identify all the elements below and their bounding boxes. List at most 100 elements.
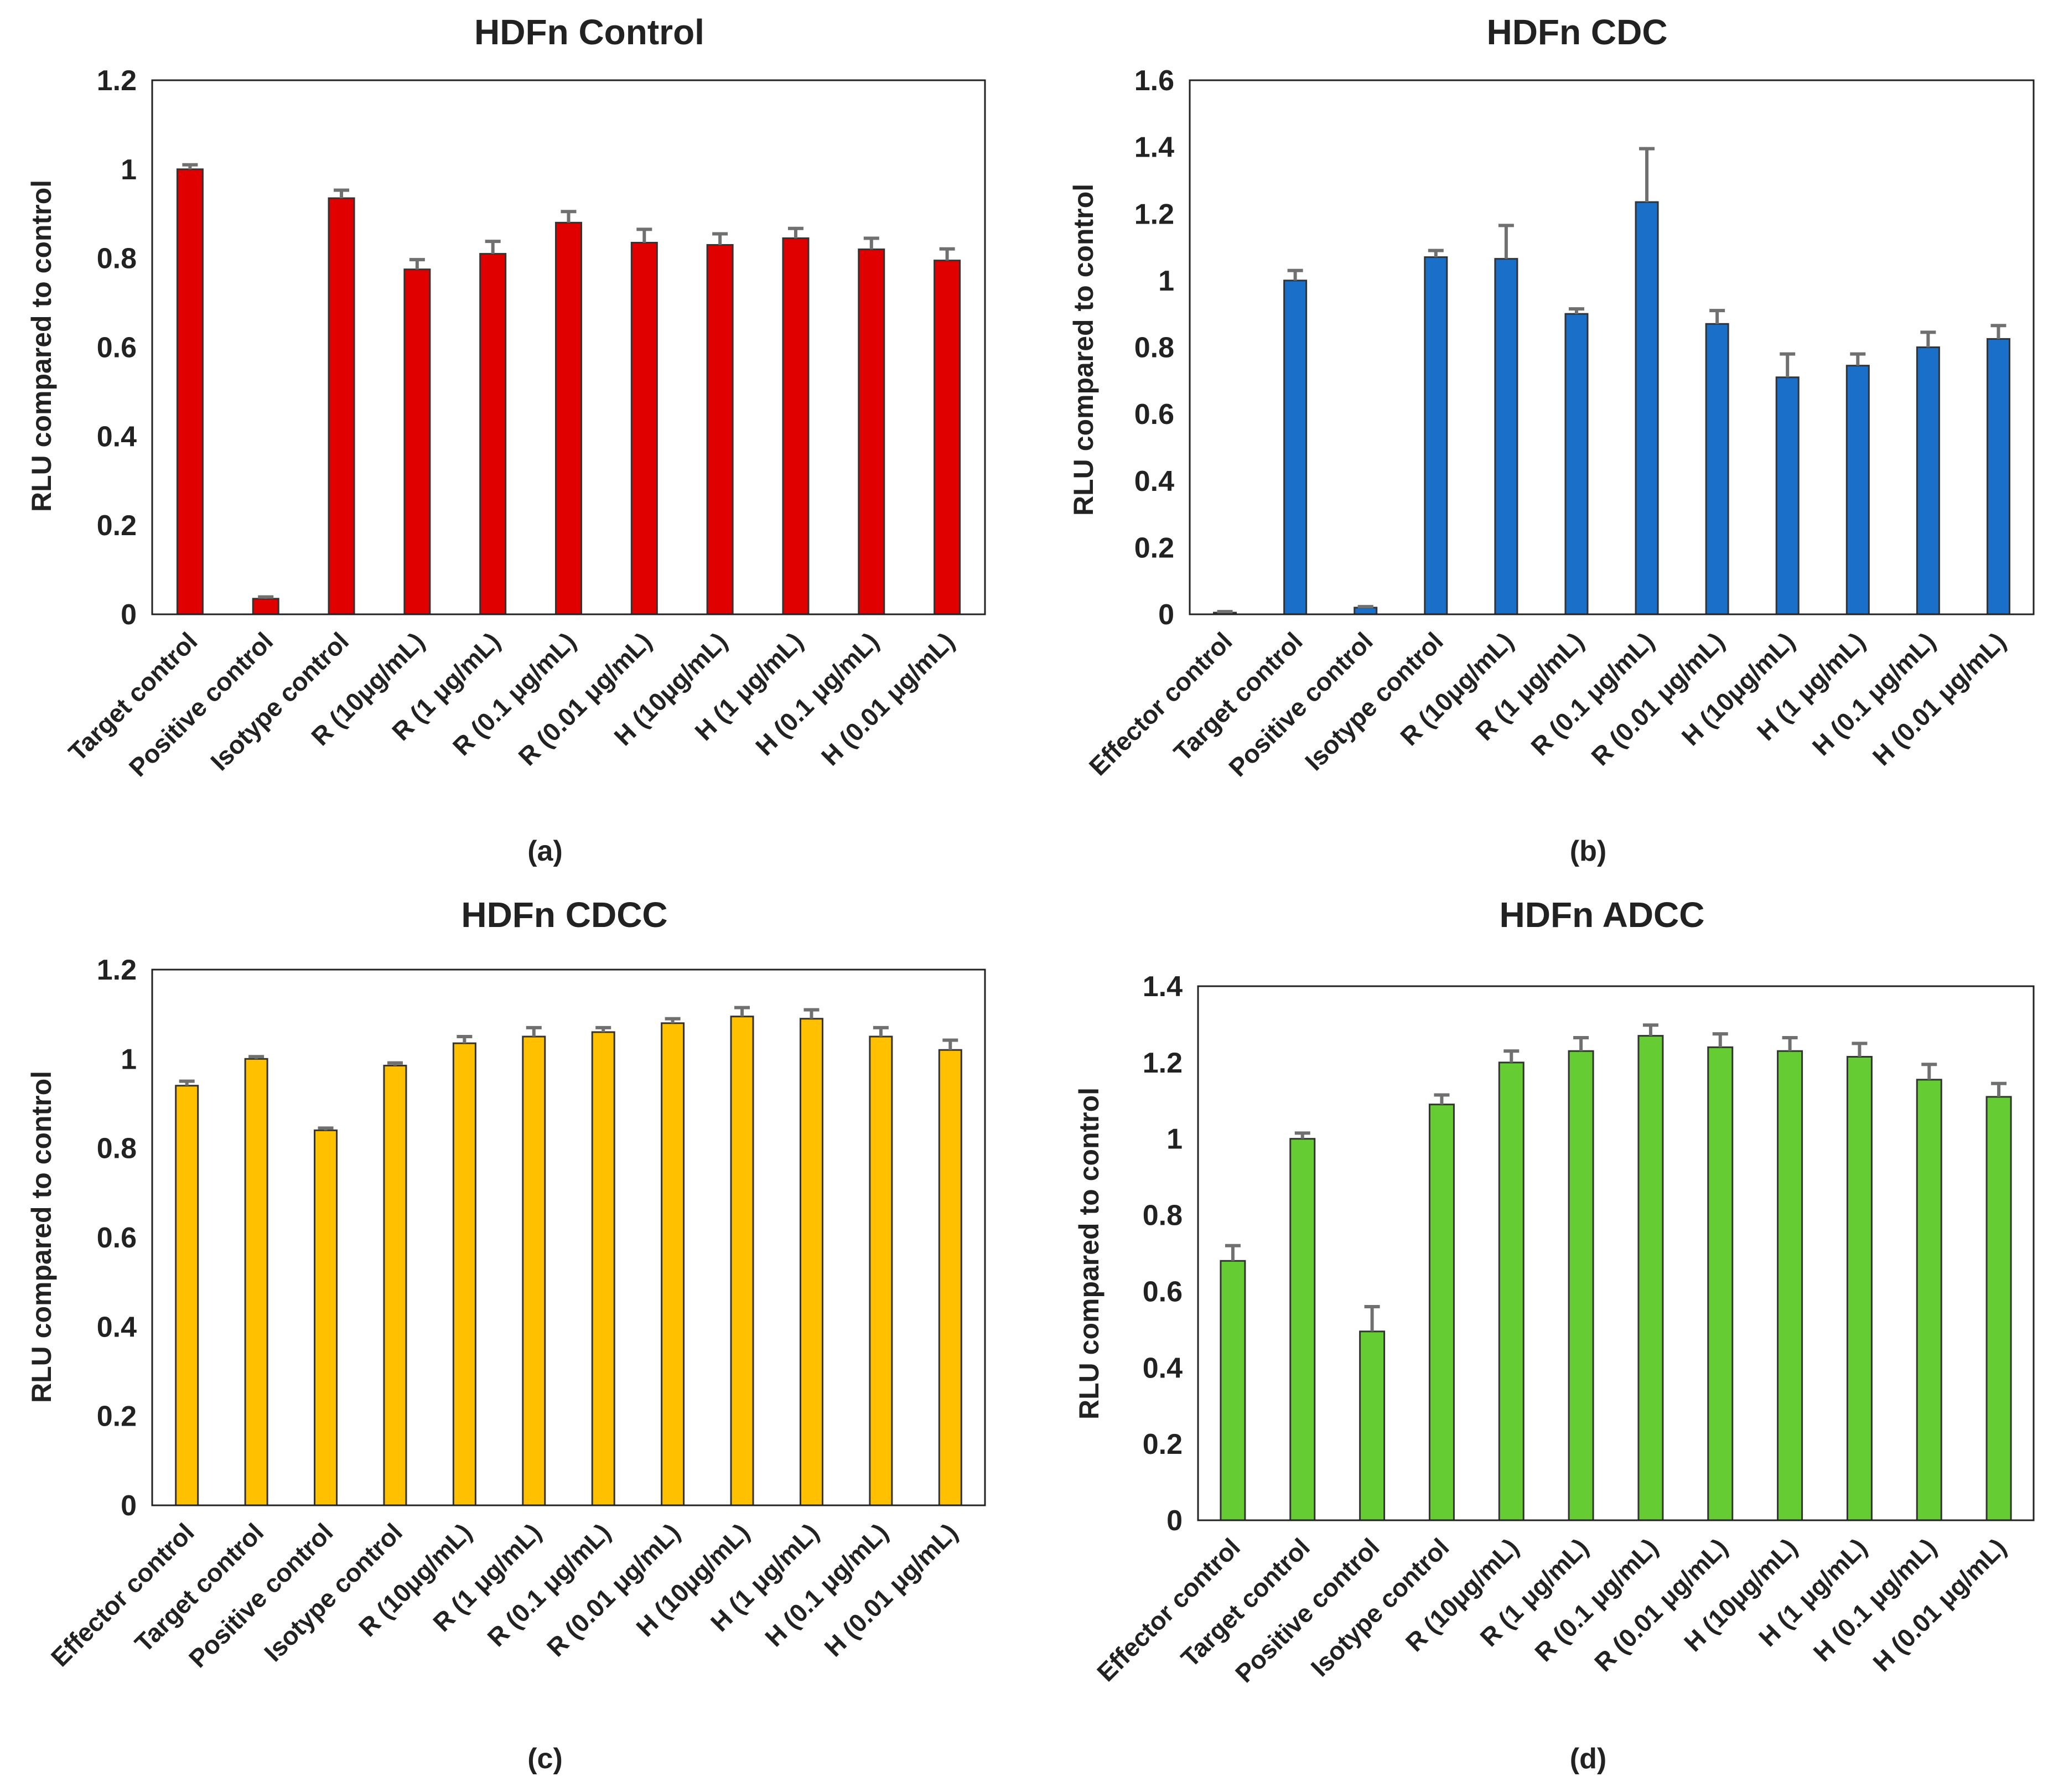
y-tick-label: 0.2	[1143, 1428, 1183, 1460]
chart-title-d: HDFn ADCC	[1500, 895, 1705, 935]
bar	[328, 197, 355, 615]
bar	[1564, 313, 1589, 615]
plot-frame-b	[1189, 79, 2035, 615]
bar	[1494, 258, 1518, 615]
y-ticks-d: 0 0.2 0.4 0.6 0.8 1 1.2 1.4	[1143, 971, 1183, 1537]
plot-frame-c	[151, 968, 986, 1506]
panel-caption-c: (c)	[527, 1743, 563, 1775]
bar	[591, 1031, 615, 1506]
bar	[630, 242, 658, 615]
y-axis-label-b: RLU compared to control	[1068, 184, 1099, 516]
y-tick-label: 0.6	[97, 1222, 137, 1254]
y-tick-label: 0.2	[1134, 532, 1174, 564]
y-tick-label: 0.8	[97, 1133, 137, 1165]
bar	[1775, 376, 1800, 615]
bar	[730, 1016, 754, 1506]
y-ticks-a: 0 0.2 0.4 0.6 0.8 1 1.2	[97, 65, 137, 631]
chart-title-c: HDFn CDCC	[461, 895, 667, 935]
y-tick-label: 0.8	[97, 243, 137, 275]
bar	[1428, 1104, 1455, 1521]
chart-title-b: HDFn CDC	[1486, 12, 1667, 52]
bar	[1635, 201, 1659, 615]
y-tick-label: 1.2	[1134, 198, 1174, 230]
category-label: Target control	[63, 626, 203, 766]
y-tick-label: 0.8	[1143, 1200, 1183, 1232]
bar	[1498, 1061, 1525, 1521]
bar	[383, 1064, 407, 1506]
bar	[403, 268, 431, 615]
bar	[934, 260, 961, 615]
bar	[869, 1035, 893, 1506]
plot-frame-a	[151, 79, 986, 615]
y-tick-label: 1.4	[1134, 132, 1174, 164]
bars-c	[175, 1006, 962, 1506]
category-label: Target control	[1168, 626, 1308, 766]
bar	[858, 248, 885, 615]
bar	[314, 1129, 338, 1506]
y-tick-label: 0.4	[97, 1311, 137, 1343]
bar	[782, 237, 810, 615]
bar	[1289, 1138, 1316, 1521]
bar	[1354, 607, 1378, 615]
y-tick-label: 0.8	[1134, 332, 1174, 364]
y-tick-label: 1.6	[1134, 65, 1174, 97]
bar	[1986, 338, 2010, 615]
bar	[1424, 256, 1448, 615]
y-tick-label: 0.4	[1134, 465, 1174, 498]
bar	[1916, 346, 1940, 615]
bar	[1220, 1260, 1246, 1521]
y-axis-label-c: RLU compared to control	[26, 1071, 57, 1403]
bar	[252, 598, 279, 615]
y-tick-label: 1	[1158, 265, 1174, 297]
bar	[176, 168, 204, 615]
y-axis-label-a: RLU compared to control	[26, 180, 57, 512]
panel-caption-d: (d)	[1570, 1743, 1606, 1775]
category-label: R (0.1 μg/mL)	[1525, 626, 1660, 761]
bar	[555, 221, 582, 615]
category-label: R (0.01 μg/mL)	[512, 626, 657, 771]
y-tick-label: 0.2	[97, 1401, 137, 1433]
category-label: Isotype control	[205, 626, 354, 776]
category-label: Positive control	[123, 626, 279, 782]
bar	[522, 1035, 546, 1506]
bar	[1916, 1079, 1942, 1521]
chart-title-a: HDFn Control	[474, 12, 704, 52]
y-tick-label: 0	[121, 599, 137, 631]
bars-d	[1220, 1023, 2012, 1521]
chart-panel-a: HDFn Control RLU compared to control 0 0.…	[26, 12, 986, 867]
bar	[1283, 279, 1308, 615]
y-tick-label: 1	[1166, 1123, 1183, 1156]
bar	[1846, 1056, 1873, 1521]
bar	[479, 253, 507, 615]
y-tick-label: 0.6	[97, 332, 137, 364]
y-ticks-c: 0 0.2 0.4 0.6 0.8 1 1.2	[97, 954, 137, 1522]
bar	[1985, 1096, 2012, 1521]
y-tick-label: 1.4	[1143, 971, 1183, 1003]
category-label: H (0.1 μg/mL)	[759, 1517, 894, 1652]
bar	[706, 244, 734, 615]
bar	[1568, 1050, 1594, 1521]
bar	[799, 1018, 823, 1506]
bar	[1777, 1050, 1803, 1521]
y-tick-label: 1.2	[1143, 1047, 1183, 1079]
bars-a	[176, 163, 961, 615]
panel-caption-b: (b)	[1570, 835, 1606, 867]
bar	[175, 1085, 199, 1506]
category-label: H (0.1 μg/mL)	[1808, 1532, 1942, 1667]
category-label: R (0.1 μg/mL)	[1529, 1532, 1663, 1667]
y-tick-label: 0	[1158, 599, 1174, 631]
y-tick-label: 1.2	[97, 954, 137, 986]
chart-panel-d: HDFn ADCC RLU compared to control 0 0.2 0.…	[1074, 895, 2035, 1775]
category-label: H (0.01 μg/mL)	[816, 626, 960, 771]
y-tick-label: 0.6	[1143, 1276, 1183, 1308]
plot-frame-d	[1197, 985, 2035, 1521]
bar	[1845, 365, 1870, 615]
y-tick-label: 0	[1166, 1505, 1183, 1537]
y-tick-label: 0.2	[97, 510, 137, 542]
bar	[1637, 1035, 1664, 1521]
bars-b	[1213, 147, 2010, 615]
